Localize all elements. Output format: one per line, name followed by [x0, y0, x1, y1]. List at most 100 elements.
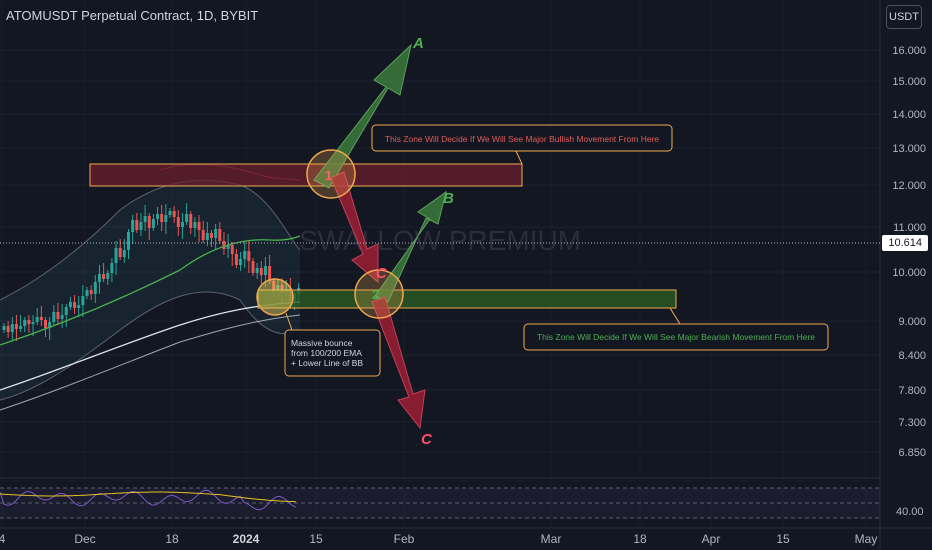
- price-tick: 10.000: [892, 267, 926, 279]
- candle: [214, 224, 218, 250]
- candle: [143, 205, 147, 231]
- watermark: SWALLOW PREMIUM: [299, 225, 581, 256]
- time-tick: May: [855, 532, 878, 546]
- candle: [156, 207, 160, 225]
- candle: [89, 285, 93, 300]
- label-c-lower: C: [421, 431, 433, 448]
- candle: [77, 296, 81, 317]
- candle: [39, 306, 43, 326]
- candle: [48, 317, 52, 340]
- candle: [210, 230, 213, 247]
- candle: [60, 304, 64, 328]
- candle: [197, 215, 201, 242]
- candle: [31, 315, 35, 336]
- time-tick: 15: [776, 532, 790, 546]
- candle: [176, 210, 180, 236]
- candle: [234, 249, 238, 268]
- candle: [226, 234, 230, 258]
- candle: [68, 297, 72, 310]
- candle: [35, 308, 39, 325]
- candle: [93, 275, 97, 303]
- time-tick: 4: [0, 532, 6, 546]
- arrow-c-upper: [330, 171, 379, 284]
- candle: [205, 222, 209, 246]
- rsi-line: [0, 489, 297, 511]
- candle: [97, 265, 101, 294]
- time-tick: Dec: [74, 532, 95, 546]
- candle: [127, 229, 130, 259]
- candle: [151, 214, 155, 231]
- last-price-tag: 10.614: [882, 235, 928, 251]
- candle: [27, 315, 31, 333]
- candle: [243, 242, 247, 268]
- price-tick: 7.800: [898, 385, 926, 397]
- time-tick: 18: [165, 532, 179, 546]
- candle: [2, 323, 6, 333]
- candle: [102, 263, 106, 282]
- circle-1-label: 1: [325, 168, 332, 183]
- candle: [23, 317, 27, 332]
- time-tick: 18: [633, 532, 647, 546]
- price-tick: 15.000: [892, 76, 926, 88]
- bearish-callout: This Zone Will Decide If We Will See Maj…: [523, 307, 829, 351]
- candle: [259, 261, 263, 284]
- time-tick: Feb: [394, 532, 415, 546]
- candle: [122, 239, 126, 263]
- candle: [131, 215, 135, 244]
- candle: [52, 305, 56, 325]
- zone-circle-1: [306, 149, 356, 199]
- candle: [201, 221, 205, 243]
- candle: [147, 213, 151, 240]
- price-tick: 6.850: [898, 447, 926, 459]
- candle: [255, 263, 259, 279]
- candle: [73, 295, 77, 314]
- bounce-line-2: from 100/200 EMA: [291, 348, 362, 358]
- candle: [81, 285, 85, 317]
- candle: [168, 208, 172, 218]
- candle: [10, 317, 14, 341]
- candle: [110, 258, 114, 282]
- rsi-tick: 40.00: [896, 506, 924, 518]
- chart-title: ATOMUSDT Perpetual Contract, 1D, BYBIT: [6, 8, 259, 23]
- candle: [251, 258, 255, 276]
- zone-circle-2: [354, 269, 404, 319]
- bearish-callout-text: This Zone Will Decide If We Will See Maj…: [537, 332, 815, 342]
- circle-2-label: 2: [372, 287, 379, 302]
- candle: [193, 217, 197, 237]
- bounce-callout: Massive bounce from 100/200 EMA + Lower …: [284, 312, 381, 377]
- bullish-zone: [89, 163, 523, 187]
- arrow-c-lower: [371, 296, 426, 430]
- candle: [64, 304, 68, 327]
- bounce-line-1: Massive bounce: [291, 338, 353, 348]
- price-tick: 9.000: [898, 316, 926, 328]
- candle: [172, 206, 176, 223]
- price-axis: 16.000 15.000 14.000 13.000 12.000 11.000 10.0…: [879, 0, 926, 550]
- bollinger-bands: [0, 164, 301, 401]
- rsi-pane: 40.00: [0, 477, 924, 519]
- bullish-callout: This Zone Will Decide If We Will See Maj…: [371, 124, 673, 165]
- time-axis: 4 Dec 18 2024 15 Feb Mar 18 Apr 15 May: [0, 527, 932, 546]
- time-tick: 2024: [233, 532, 260, 546]
- time-tick: Mar: [541, 532, 562, 546]
- candle: [106, 270, 110, 285]
- candle: [218, 222, 222, 244]
- candle: [164, 204, 168, 234]
- candle: [230, 242, 234, 266]
- price-tick: 13.000: [892, 143, 926, 155]
- currency-button[interactable]: USDT: [886, 5, 922, 29]
- candle: [185, 203, 189, 225]
- price-tick: 7.300: [898, 417, 926, 429]
- candle: [114, 241, 118, 275]
- label-a: A: [412, 35, 424, 52]
- candle: [160, 205, 164, 231]
- time-tick: 15: [309, 532, 323, 546]
- candle: [189, 211, 193, 234]
- candle: [6, 321, 10, 338]
- arrow-a: [313, 43, 412, 189]
- bounce-line-3: + Lower Line of BB: [291, 358, 363, 368]
- candle: [44, 317, 47, 337]
- bounce-circle: [256, 278, 294, 316]
- candle: [247, 240, 251, 273]
- candle: [19, 315, 23, 332]
